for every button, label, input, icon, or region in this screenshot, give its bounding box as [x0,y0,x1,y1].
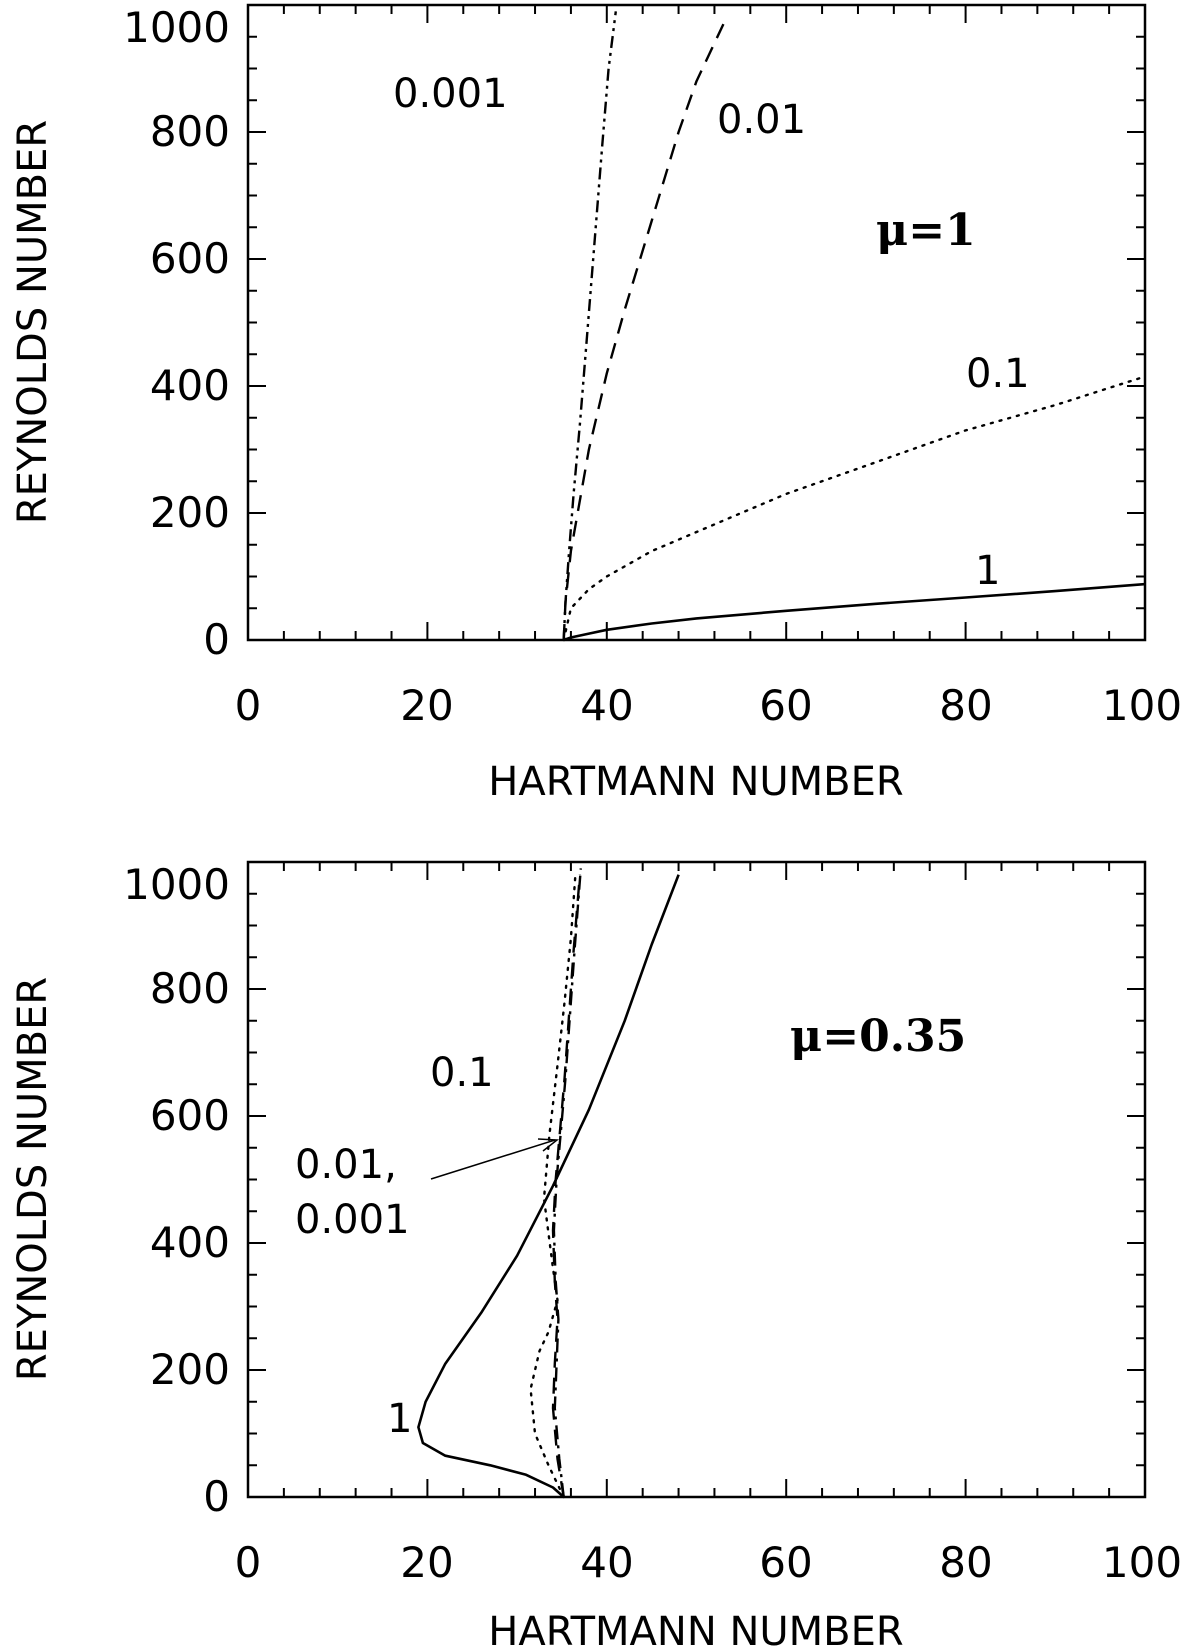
curve-1 [417,874,680,1498]
bottom-y-tick-labels: 0 200 400 600 800 1000 [123,860,230,1521]
bottom-curves [417,868,680,1499]
top-xtick-40: 40 [580,681,633,730]
bottom-xtick-80: 80 [939,1538,992,1587]
top-label-0-01: 0.01 [717,97,806,143]
bottom-label-1: 1 [387,1396,412,1442]
bottom-ytick-600: 600 [150,1091,230,1140]
top-ytick-600: 600 [150,234,230,283]
curve-0-1 [562,375,1147,642]
top-ytick-0: 0 [203,615,230,664]
top-ytick-800: 800 [150,107,230,156]
bottom-label-0-01: 0.01, [295,1142,397,1188]
bottom-label-0-1: 0.1 [430,1050,494,1096]
bottom-panel: 0 200 400 600 800 1000 0 20 40 60 80 100… [10,860,1182,1649]
top-x-tick-labels: 0 20 40 60 80 100 [235,681,1182,730]
top-y-tick-labels: 0 200 400 600 800 1000 [123,3,230,664]
bottom-ytick-400: 400 [150,1218,230,1267]
top-panel: 0 200 400 600 800 1000 0 20 40 60 80 100… [10,3,1182,805]
top-label-1: 1 [975,548,1000,594]
top-label-0-001: 0.001 [393,71,508,117]
bottom-arrow-head [537,1138,560,1152]
top-xtick-20: 20 [400,681,453,730]
bottom-xtick-100: 100 [1102,1538,1182,1587]
top-ytick-200: 200 [150,488,230,537]
bottom-xtick-40: 40 [580,1538,633,1587]
bottom-ytick-0: 0 [203,1472,230,1521]
bottom-ytick-800: 800 [150,964,230,1013]
top-label-0-1: 0.1 [966,351,1030,397]
top-xtick-80: 80 [939,681,992,730]
curve-1 [563,582,1146,642]
top-y-axis-label: REYNOLDS NUMBER [10,120,56,524]
curve-0-001 [552,868,582,1498]
bottom-xtick-0: 0 [235,1538,262,1587]
bottom-ticks [247,861,1146,1498]
curve-0-01 [562,23,725,641]
bottom-xtick-60: 60 [759,1538,812,1587]
top-curves [562,11,1147,642]
top-xtick-0: 0 [235,681,262,730]
top-ytick-1000: 1000 [123,3,230,52]
bottom-mu-annotation: μ=0.35 [790,1011,966,1062]
bottom-ytick-200: 200 [150,1345,230,1394]
curve-0-1 [529,873,577,1499]
bottom-label-0-001: 0.001 [295,1197,410,1243]
bottom-arrow-line [430,1139,556,1180]
top-ticks [247,4,1146,641]
bottom-arrow [430,1138,560,1180]
curve-0-001 [562,11,617,641]
top-mu-annotation: μ=1 [876,205,976,256]
top-plot-frame [246,3,1147,642]
top-xtick-60: 60 [759,681,812,730]
bottom-x-axis-label: HARTMANN NUMBER [488,1609,903,1649]
top-xtick-100: 100 [1102,681,1182,730]
bottom-x-tick-labels: 0 20 40 60 80 100 [235,1538,1182,1587]
bottom-xtick-20: 20 [400,1538,453,1587]
bottom-y-axis-label: REYNOLDS NUMBER [10,977,56,1381]
top-ytick-400: 400 [150,361,230,410]
top-x-axis-label: HARTMANN NUMBER [488,759,903,805]
bottom-ytick-1000: 1000 [123,860,230,909]
